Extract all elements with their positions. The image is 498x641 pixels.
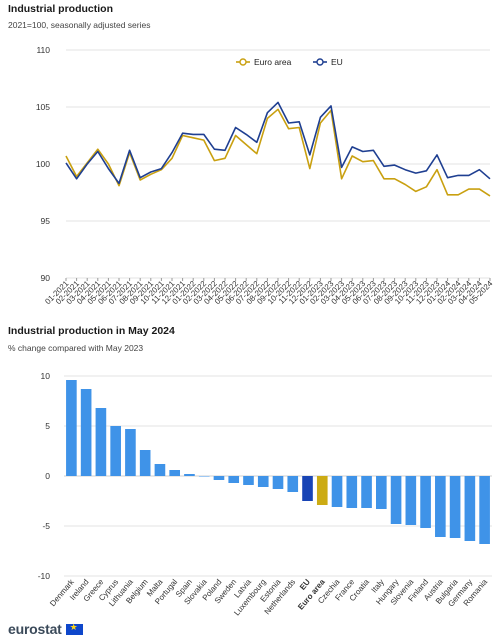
bar-sweden <box>228 476 240 483</box>
bar-denmark <box>66 380 77 476</box>
bar-greece <box>95 408 107 476</box>
bar-germany <box>464 476 476 541</box>
bar-spain <box>184 474 195 476</box>
y-tick-label: 110 <box>36 45 50 55</box>
legend-label-euro-area: Euro area <box>254 57 292 67</box>
line-chart-subtitle: 2021=100, seasonally adjusted series <box>8 20 151 30</box>
bar-poland <box>213 476 225 480</box>
bar-slovenia <box>405 476 417 525</box>
bar-bulgaria <box>449 476 461 538</box>
y-tick-label: 90 <box>41 273 51 283</box>
bar-finland <box>420 476 431 528</box>
bar-slovakia <box>198 476 210 477</box>
bar-austria <box>435 476 446 537</box>
bar-croatia <box>361 476 372 508</box>
bar-estonia <box>272 476 284 489</box>
y-tick-label: 95 <box>41 216 51 226</box>
bar-portugal <box>169 470 181 476</box>
line-chart: 909510010511001-202102-202103-202104-202… <box>36 45 495 306</box>
bar-euro-area <box>316 476 328 505</box>
bar-eu <box>302 476 313 501</box>
bar-malta <box>154 464 166 476</box>
bar-romania <box>479 476 490 544</box>
y-tick-label: -5 <box>42 521 50 531</box>
legend-marker-euro-area <box>239 58 247 66</box>
bar-italy <box>375 476 387 509</box>
bar-france <box>346 476 358 508</box>
eurostat-logo: eurostat <box>8 621 62 637</box>
bar-hungary <box>390 476 402 524</box>
bar-czechia <box>331 476 343 507</box>
y-tick-label: 5 <box>45 421 50 431</box>
bar-netherlands <box>287 476 299 492</box>
bar-chart: -10-50510DenmarkIrelandGreeceCyprusLithu… <box>38 371 492 617</box>
y-tick-label: 10 <box>41 371 51 381</box>
series-line-eu <box>65 101 491 185</box>
legend-marker-eu <box>316 58 324 66</box>
legend-label-eu: EU <box>331 57 343 67</box>
footer: eurostat <box>8 621 83 637</box>
y-tick-label: -10 <box>38 571 51 581</box>
bar-latvia <box>243 476 254 485</box>
bar-lithuania <box>125 429 136 476</box>
bar-chart-subtitle: % change compared with May 2023 <box>8 343 144 353</box>
y-tick-label: 100 <box>36 159 50 169</box>
eu-flag-icon <box>65 622 83 635</box>
bar-belgium <box>139 450 151 476</box>
bar-cyprus <box>110 426 121 476</box>
y-tick-label: 0 <box>45 471 50 481</box>
y-tick-label: 105 <box>36 102 50 112</box>
series-line-euro-area <box>65 108 491 197</box>
bar-luxembourg <box>257 476 269 487</box>
bar-chart-title: Industrial production in May 2024 <box>8 325 175 337</box>
bar-ireland <box>80 389 92 476</box>
line-chart-title: Industrial production <box>8 3 113 15</box>
